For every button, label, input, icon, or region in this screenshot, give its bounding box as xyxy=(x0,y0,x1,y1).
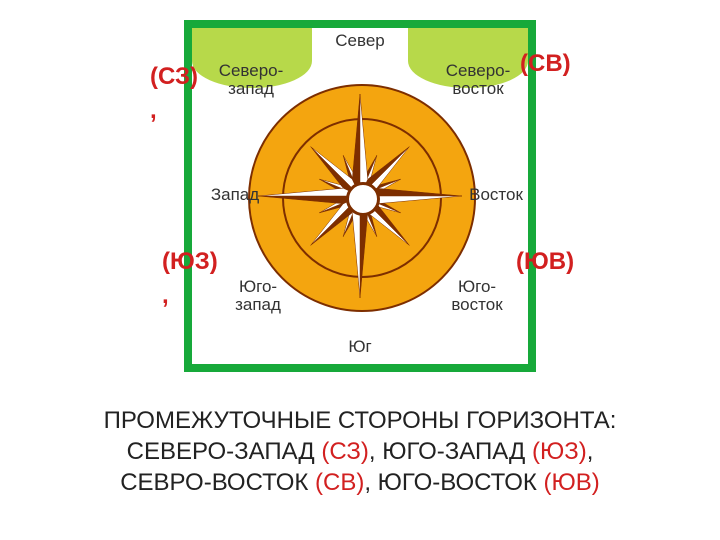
label-northeast: Северо- восток xyxy=(428,62,528,98)
caption-body: СЕВРО-ВОСТОК (СВ), ЮГО-ВОСТОК (ЮВ) xyxy=(0,467,720,498)
label-southwest: Юго- запад xyxy=(218,278,298,314)
compass-center-circle xyxy=(346,182,380,216)
overlay-sw: (ЮЗ), xyxy=(162,248,218,310)
label-east: Восток xyxy=(456,186,536,204)
caption: ПРОМЕЖУТОЧНЫЕ СТОРОНЫ ГОРИЗОНТА:СЕВЕРО-З… xyxy=(0,405,720,499)
caption-line1: ПРОМЕЖУТОЧНЫЕ СТОРОНЫ ГОРИЗОНТА: xyxy=(0,405,720,436)
overlay-ne: (СВ) xyxy=(520,50,576,78)
label-southeast: Юго- восток xyxy=(432,278,522,314)
label-north: Север xyxy=(320,32,400,50)
overlay-nw: (СЗ), xyxy=(150,63,198,125)
caption-body: СЕВЕРО-ЗАПАД (СЗ), ЮГО-ЗАПАД (ЮЗ), xyxy=(0,436,720,467)
label-south: Юг xyxy=(330,338,390,356)
label-west: Запад xyxy=(200,186,270,204)
slide: { "frame": { "x": 184, "y": 20, "w": 352… xyxy=(0,0,720,540)
overlay-se: (ЮВ) xyxy=(516,248,572,276)
label-northwest: Северо- запад xyxy=(206,62,296,98)
